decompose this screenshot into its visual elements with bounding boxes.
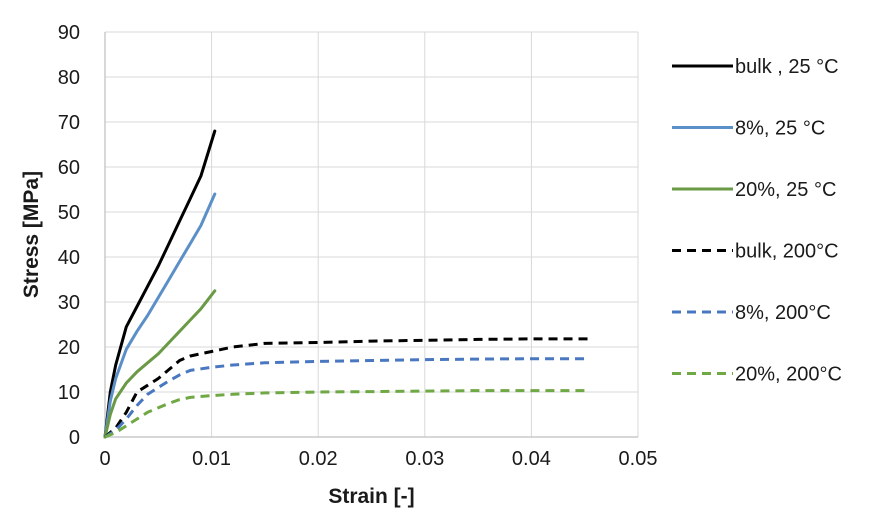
- series-line-1: [103, 129, 217, 439]
- y-tick-label: 90: [58, 22, 80, 44]
- x-tick-label: 0: [99, 448, 110, 470]
- x-tick-label: 0.05: [619, 448, 658, 470]
- x-tick-label: 0.01: [192, 448, 231, 470]
- y-tick-label: 0: [69, 427, 80, 449]
- legend-label-1: bulk , 25 °C: [735, 56, 839, 78]
- y-tick-label: 70: [58, 112, 80, 134]
- series-line-2: [103, 192, 217, 439]
- legend-label-5: 8%, 200°C: [735, 302, 831, 324]
- x-axis-title: Strain [-]: [328, 485, 414, 508]
- y-tick-label: 80: [58, 67, 80, 89]
- y-tick-label: 50: [58, 202, 80, 224]
- series-line-4: [104, 337, 590, 439]
- x-tick-label: 0.03: [405, 448, 444, 470]
- y-tick-label: 30: [58, 292, 80, 314]
- grid-layer: [105, 31, 639, 437]
- legend-label-4: bulk, 200°C: [735, 241, 839, 263]
- y-tick-label: 10: [58, 382, 80, 404]
- series-line-5: [104, 357, 585, 439]
- axis-layer: [104, 32, 638, 438]
- y-tick-label: 60: [58, 157, 80, 179]
- y-tick-label: 20: [58, 337, 80, 359]
- legend: bulk , 25 °C 8%, 25 °C 20%, 25 °C bulk, 200…: [672, 56, 842, 386]
- legend-label-3: 20%, 25 °C: [735, 179, 836, 201]
- legend-label-6: 20%, 200°C: [735, 364, 842, 386]
- x-tick-label: 0.02: [299, 448, 338, 470]
- x-tick-label: 0.04: [512, 448, 551, 470]
- tick-label-layer: 0 0.01 0.02 0.03 0.04 0.05 0 10 20 30 40 50 60 70 80 90: [58, 22, 658, 470]
- y-axis-title: Stress [MPa]: [20, 171, 43, 298]
- series-layer: [103, 129, 590, 439]
- series-line-3: [103, 289, 217, 439]
- y-tick-label: 40: [58, 247, 80, 269]
- series-line-6: [104, 389, 585, 439]
- legend-label-2: 8%, 25 °C: [735, 118, 825, 140]
